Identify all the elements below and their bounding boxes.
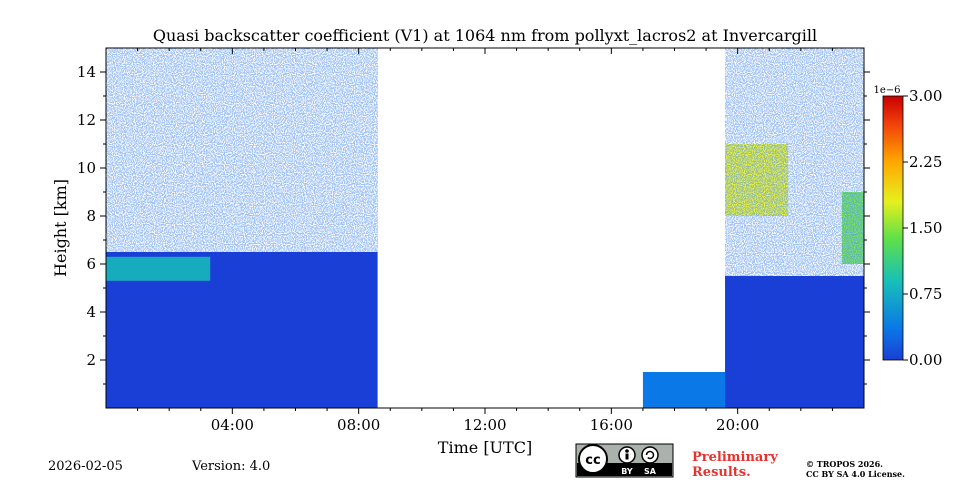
region-boundary-layer-evening xyxy=(725,276,864,408)
preliminary-line-1: Preliminary xyxy=(692,450,778,465)
region-boundary-layer-morning xyxy=(106,288,378,408)
colorbar-tick-label: 0.00 xyxy=(909,351,942,369)
footer-date: 2026-02-05 xyxy=(48,459,123,474)
colorbar-tick-label: 3.00 xyxy=(909,87,942,105)
y-tick-label: 14 xyxy=(77,63,96,81)
copyright-line-1: © TROPOS 2026. xyxy=(806,459,883,469)
y-tick-label: 2 xyxy=(86,351,96,369)
colorbar-tick-label: 2.25 xyxy=(909,153,942,171)
cc-icon-label: cc xyxy=(585,453,600,468)
region-noise-morning xyxy=(106,48,378,252)
colorbar-tick-label: 1.50 xyxy=(909,219,942,237)
colorbar-ticks: 0.00 0.75 1.50 2.25 3.00 xyxy=(903,87,942,369)
region-cloud-layer-early xyxy=(106,256,211,281)
colorbar-exponent: 1e−6 xyxy=(873,85,900,96)
y-tick-label: 6 xyxy=(86,255,96,273)
cc-icon xyxy=(578,444,608,474)
x-tick-label: 12:00 xyxy=(463,416,506,434)
badge-by-label: BY xyxy=(621,467,633,476)
x-tick-label: 16:00 xyxy=(590,416,633,434)
y-tick-label: 4 xyxy=(86,303,96,321)
region-near-ground-afternoon xyxy=(642,372,726,408)
y-axis: 2 4 6 8 10 12 14 xyxy=(77,63,870,385)
y-tick-label: 12 xyxy=(77,111,96,129)
x-tick-label: 08:00 xyxy=(337,416,380,434)
region-noise-evening xyxy=(725,48,864,276)
x-axis-label: Time [UTC] xyxy=(438,438,532,457)
preliminary-line-2: Results. xyxy=(692,465,751,480)
colorbar-tick-label: 0.75 xyxy=(909,285,942,303)
x-tick-label: 20:00 xyxy=(716,416,759,434)
plot-area xyxy=(106,48,864,408)
share-alike-icon xyxy=(641,446,659,464)
cc-license-badge: cc BY SA xyxy=(575,443,674,478)
y-axis-label: Height [km] xyxy=(51,179,70,277)
y-tick-label: 8 xyxy=(86,207,96,225)
x-axis: 04:00 08:00 12:00 16:00 20:00 xyxy=(137,48,833,434)
colorbar xyxy=(882,95,904,361)
footer-version: Version: 4.0 xyxy=(191,459,270,474)
chart-title: Quasi backscatter coefficient (V1) at 10… xyxy=(153,26,817,45)
badge-sa-label: SA xyxy=(644,467,657,476)
copyright-line-2: CC BY SA 4.0 License. xyxy=(806,469,905,479)
x-tick-label: 04:00 xyxy=(211,416,254,434)
y-tick-label: 10 xyxy=(77,159,96,177)
